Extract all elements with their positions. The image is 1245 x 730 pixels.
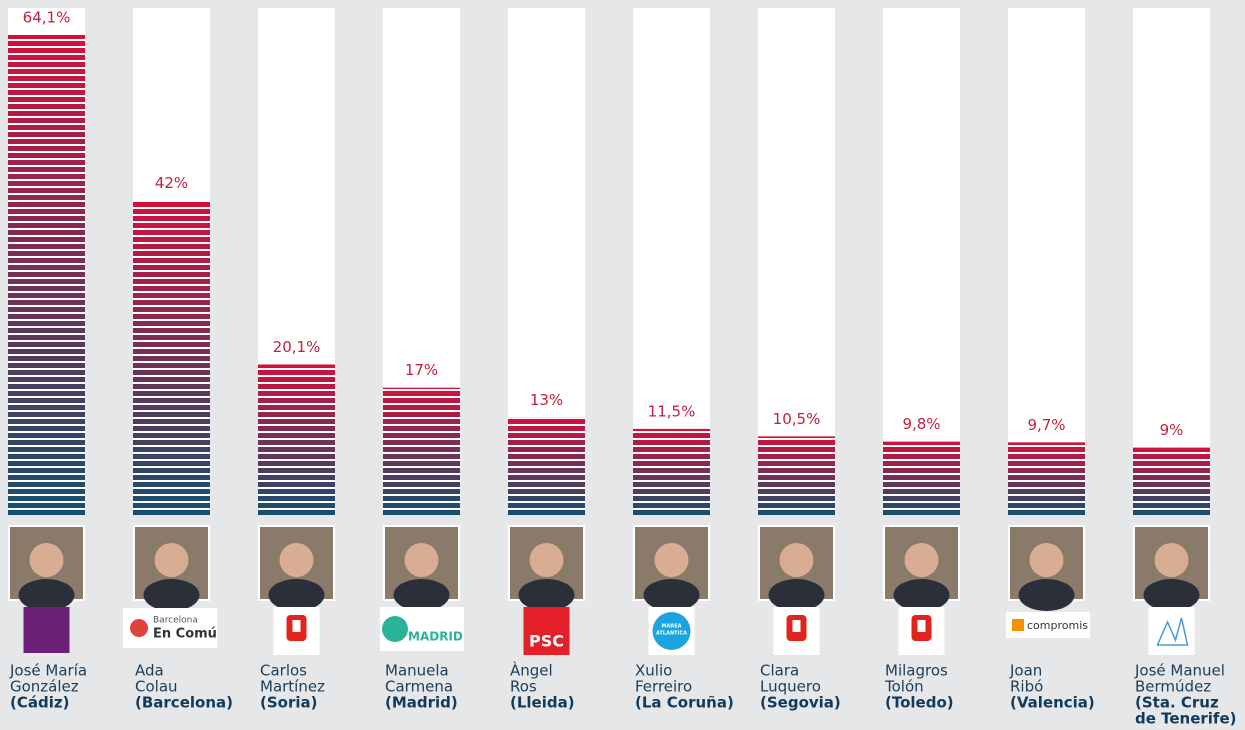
bar-stripes <box>258 364 335 515</box>
value-label: 9,7% <box>1027 416 1065 434</box>
candidate-name: Ribó <box>1010 678 1043 696</box>
candidate-city: (Cádiz) <box>10 694 69 712</box>
logo-mark <box>382 616 408 642</box>
logo-text: En Comú <box>153 627 217 642</box>
photo-body <box>1018 579 1075 611</box>
candidate-city: (Soria) <box>260 694 317 712</box>
bar-stripes <box>508 417 585 515</box>
logo-text: MADRID <box>408 630 463 644</box>
candidate-city: (Segovia) <box>760 694 841 712</box>
value-label: 9,8% <box>902 415 940 433</box>
candidate-city: (Barcelona) <box>135 694 233 712</box>
photo-face <box>529 543 564 577</box>
candidate-name: Colau <box>135 678 178 696</box>
bar-stripes <box>758 436 835 515</box>
logo-mark <box>292 620 301 632</box>
logo-mark <box>1156 617 1189 646</box>
candidate-name: Joan <box>1009 662 1042 680</box>
logo-mark <box>1012 619 1024 631</box>
candidate-name: Milagros <box>885 662 948 680</box>
photo-body <box>643 579 700 611</box>
candidate-name: Ros <box>510 678 537 696</box>
candidate-name: Clara <box>760 662 799 680</box>
candidate-name: José María <box>9 662 87 680</box>
logo <box>523 607 570 655</box>
logo-text: MAREA <box>662 624 682 630</box>
photo-body <box>518 579 575 611</box>
candidate-name: Ferreiro <box>635 678 692 696</box>
bar-track <box>883 8 960 515</box>
candidate-city: (Madrid) <box>385 694 458 712</box>
bar-stripes <box>133 200 210 515</box>
photo-face <box>1154 543 1189 577</box>
logo-text: compromis <box>1027 619 1088 632</box>
photo-body <box>393 579 450 611</box>
bar-track <box>1133 8 1210 515</box>
candidate-city: (La Coruña) <box>635 694 734 712</box>
value-label: 9% <box>1160 421 1184 439</box>
photo-face <box>654 543 689 577</box>
candidate-name: Xulio <box>635 662 672 680</box>
logo-text: PSC <box>529 632 564 651</box>
candidate-name: Àngel <box>510 661 553 680</box>
candidate-city: (Lleida) <box>510 694 575 712</box>
value-label: 64,1% <box>23 9 71 27</box>
value-label: 11,5% <box>648 402 696 420</box>
photo-face <box>779 543 814 577</box>
photo-body <box>143 579 200 611</box>
bar-stripes <box>8 35 85 515</box>
candidate-city: (Valencia) <box>1010 694 1095 712</box>
photo-body <box>1143 579 1200 611</box>
bar-stripes <box>1133 447 1210 515</box>
logo-mark <box>792 620 801 632</box>
candidate-name: Martínez <box>260 678 325 696</box>
candidate-name: Carmena <box>385 678 453 696</box>
value-label: 17% <box>405 361 438 379</box>
candidate-name: Bermúdez <box>1135 678 1211 696</box>
candidate-name: Ada <box>135 662 164 680</box>
photo-body <box>893 579 950 611</box>
bar-track <box>1008 8 1085 515</box>
logo-mark <box>917 620 926 632</box>
candidate-name: Carlos <box>260 662 307 680</box>
candidate-city: (Sta. Cruz <box>1135 694 1219 712</box>
logo-text: Barcelona <box>153 616 198 626</box>
logo-mark <box>130 619 148 637</box>
candidate-name: Manuela <box>385 662 449 680</box>
candidate-name: González <box>10 678 79 696</box>
value-label: 10,5% <box>773 410 821 428</box>
candidate-name: Luquero <box>760 678 821 696</box>
logo-mark <box>652 612 691 650</box>
candidate-name: Tolón <box>884 678 924 696</box>
candidate-name: José Manuel <box>1134 662 1225 680</box>
bar-stripes <box>383 387 460 515</box>
photo-face <box>279 543 314 577</box>
photo-face <box>1029 543 1064 577</box>
value-label: 42% <box>155 174 188 192</box>
value-label: 20,1% <box>273 338 321 356</box>
logo-text: ATLANTICA <box>656 631 687 637</box>
photo-body <box>268 579 325 611</box>
bar-track <box>758 8 835 515</box>
photo-face <box>29 543 64 577</box>
photo-face <box>404 543 439 577</box>
candidate-city: (Toledo) <box>885 694 954 712</box>
logo <box>23 607 70 653</box>
candidate-city: de Tenerife) <box>1135 710 1237 728</box>
bar-stripes <box>633 428 710 515</box>
bar-stripes <box>883 441 960 515</box>
photo-body <box>768 579 825 611</box>
photo-face <box>904 543 939 577</box>
photo-face <box>154 543 189 577</box>
photo-body <box>18 579 75 611</box>
bar-stripes <box>1008 442 1085 515</box>
value-label: 13% <box>530 391 563 409</box>
